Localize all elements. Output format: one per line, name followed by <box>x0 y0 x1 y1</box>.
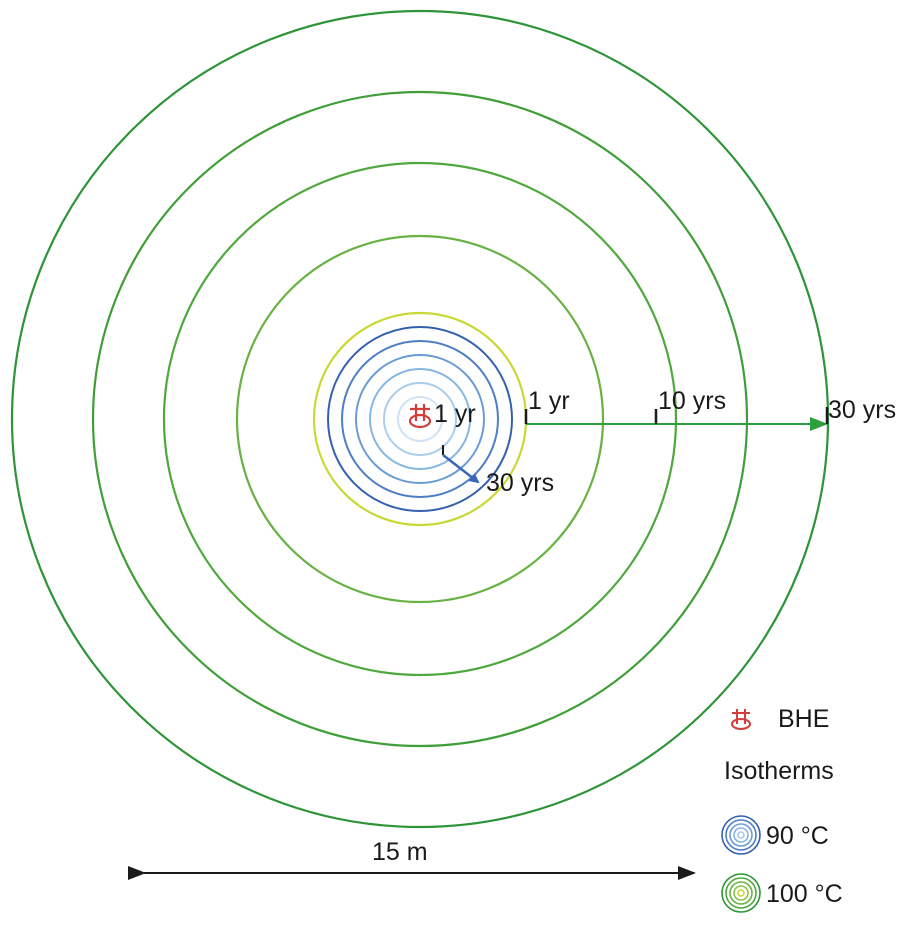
isotherms-100c <box>10 9 830 829</box>
isotherm-90c-growth-arrow <box>442 445 480 484</box>
isotherm-100c-ring-30yrs <box>10 9 830 829</box>
label-outer-10yrs: 10 yrs <box>658 387 726 415</box>
legend-isotherms-title: Isotherms <box>724 757 834 785</box>
isotherm-100c-growth-arrow <box>524 407 829 431</box>
label-inner-1yr: 1 yr <box>434 400 476 428</box>
isotherms-90c <box>327 326 513 512</box>
isotherm-90c-ring <box>355 354 485 484</box>
isotherm-90c-ring <box>369 368 471 470</box>
legend-90c-label: 90 °C <box>766 822 829 850</box>
isotherm-100c-ring <box>91 90 749 748</box>
isotherm-100c-ring-10yrs <box>235 234 605 604</box>
legend-100c-label: 100 °C <box>766 880 843 908</box>
legend-bhe-label: BHE <box>778 705 829 733</box>
scale-bar-label: 15 m <box>372 838 428 866</box>
label-inner-30yrs: 30 yrs <box>486 469 554 497</box>
isotherm-90c-ring-30yrs <box>327 326 513 512</box>
legend-90c-icon <box>721 815 761 855</box>
legend: BHE Isotherms 90 °C 100 °C <box>721 705 843 913</box>
isotherm-90c-ring-1yr <box>397 396 443 442</box>
isotherm-100c-ring <box>162 161 678 677</box>
scale-bar: 15 m <box>128 838 696 880</box>
isotherm-90c-ring <box>383 382 457 456</box>
label-outer-30yrs: 30 yrs <box>828 396 896 424</box>
bhe-icon <box>408 404 432 429</box>
legend-100c-icon <box>721 873 761 913</box>
legend-bhe-icon <box>731 709 751 730</box>
label-outer-1yr: 1 yr <box>528 387 570 415</box>
isotherm-90c-ring <box>341 340 499 498</box>
